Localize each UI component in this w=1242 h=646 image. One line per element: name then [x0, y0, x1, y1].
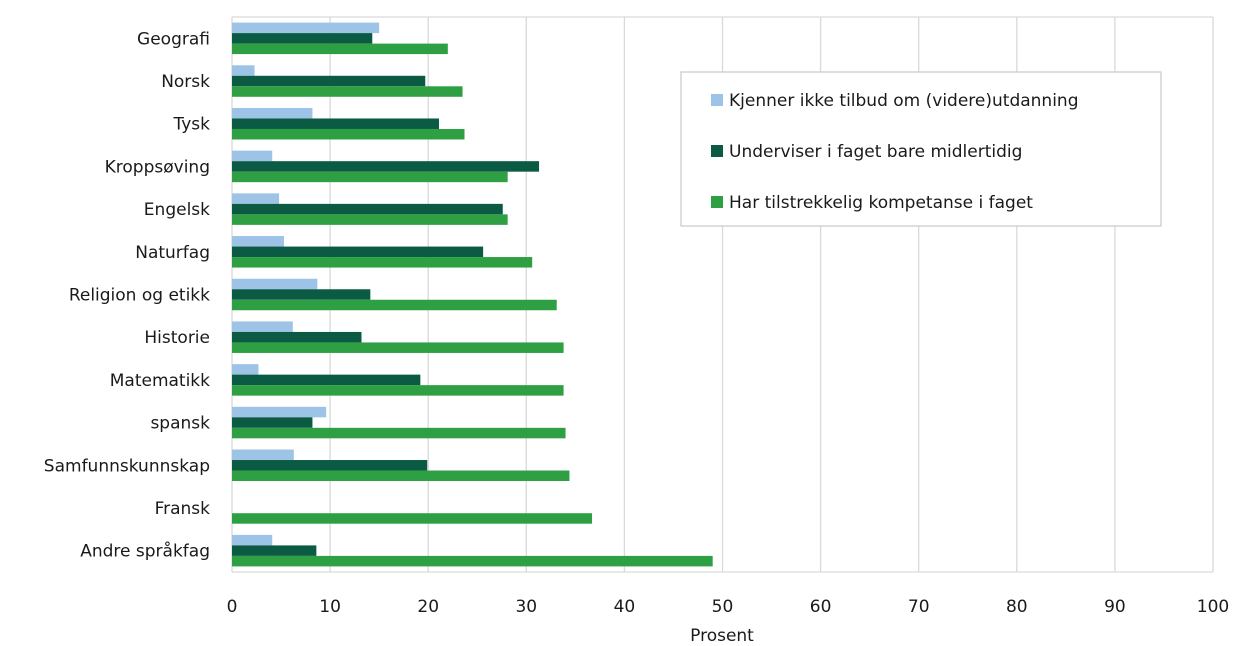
category-label: Norsk: [161, 72, 210, 92]
legend-label: Har tilstrekkelig kompetanse i faget: [729, 193, 1033, 213]
bar-andre-språkfag-series-1: [232, 534, 273, 546]
bar-naturfag-series-1: [232, 236, 284, 247]
category-label: Geografi: [137, 29, 210, 49]
x-tick-label: 80: [1006, 597, 1028, 617]
bar-norsk-series-1: [232, 65, 255, 76]
bar-historie-series-3: [232, 342, 564, 353]
legend-swatch: [711, 94, 723, 106]
bar-kroppsøving-series-2: [232, 161, 540, 172]
bar-tysk-series-1: [232, 107, 313, 119]
bar-norsk-series-2: [232, 75, 426, 87]
bar-samfunnskunnskap-series-2: [232, 460, 428, 471]
x-axis-title: Prosent: [690, 626, 754, 646]
category-label: Historie: [144, 328, 210, 348]
bar-geografi-series-3: [232, 43, 448, 55]
bar-fransk-series-3: [232, 513, 593, 524]
bar-andre-språkfag-series-2: [232, 545, 317, 556]
x-tick-label: 20: [417, 597, 439, 617]
x-tick-label: 90: [1104, 597, 1126, 617]
bar-matematikk-series-3: [232, 385, 564, 396]
bar-geografi-series-1: [232, 22, 380, 34]
legend-swatch: [711, 145, 723, 157]
category-label: Kroppsøving: [105, 157, 210, 177]
bar-spansk-series-1: [232, 406, 327, 418]
category-labels: Geografi Norsk Tysk Kroppsøving Engelsk Natur…: [44, 29, 210, 561]
bar-religion-og-etikk-series-1: [232, 278, 318, 290]
x-tick-label: 50: [712, 597, 734, 617]
x-tick-label: 0: [227, 597, 238, 617]
bar-samfunnskunnskap-series-1: [232, 449, 294, 461]
legend-box: [680, 71, 1162, 227]
bar-tysk-series-3: [232, 128, 465, 140]
bar-historie-series-2: [232, 331, 362, 343]
bar-historie-series-1: [232, 321, 293, 332]
category-label: Religion og etikk: [69, 286, 210, 306]
bar-religion-og-etikk-series-3: [232, 299, 557, 311]
category-label: Engelsk: [144, 200, 210, 220]
legend-swatch: [711, 196, 723, 208]
category-label: Fransk: [155, 499, 211, 519]
bar-spansk-series-2: [232, 417, 313, 428]
x-tick-label: 100: [1197, 597, 1229, 617]
bar-naturfag-series-3: [232, 257, 533, 268]
legend: Kjenner ikke tilbud om (videre)utdanning…: [680, 71, 1162, 227]
category-label: Samfunnskunnskap: [44, 456, 210, 476]
legend-label: Kjenner ikke tilbud om (videre)utdanning: [729, 91, 1079, 111]
bar-engelsk-series-2: [232, 203, 503, 215]
bar-engelsk-series-1: [232, 193, 280, 204]
bar-engelsk-series-3: [232, 214, 508, 225]
bar-norsk-series-3: [232, 86, 463, 97]
bar-geografi-series-2: [232, 33, 373, 44]
x-tick-label: 10: [319, 597, 341, 617]
bar-spansk-series-3: [232, 427, 566, 439]
category-label: Naturfag: [135, 243, 210, 263]
legend-label: Underviser i faget bare midlertidig: [729, 142, 1022, 162]
x-tick-label: 40: [614, 597, 636, 617]
bar-matematikk-series-1: [232, 364, 259, 375]
bars: [232, 22, 713, 567]
x-tick-label: 30: [515, 597, 537, 617]
category-label: Matematikk: [110, 371, 210, 391]
category-label: Tysk: [173, 115, 211, 135]
bar-matematikk-series-2: [232, 374, 421, 386]
bar-naturfag-series-2: [232, 246, 484, 258]
bar-religion-og-etikk-series-2: [232, 289, 371, 300]
bar-kroppsøving-series-3: [232, 171, 508, 183]
bar-tysk-series-2: [232, 118, 439, 129]
category-label: spansk: [150, 414, 210, 434]
bar-kroppsøving-series-1: [232, 150, 273, 162]
bar-andre-språkfag-series-3: [232, 555, 713, 567]
bar-samfunnskunnskap-series-3: [232, 470, 570, 482]
x-tick-labels: 0 10 20 30 40 50 60 70 80 90 100: [227, 597, 1230, 617]
x-tick-label: 70: [908, 597, 930, 617]
category-label: Andre språkfag: [80, 541, 210, 562]
x-tick-label: 60: [810, 597, 832, 617]
